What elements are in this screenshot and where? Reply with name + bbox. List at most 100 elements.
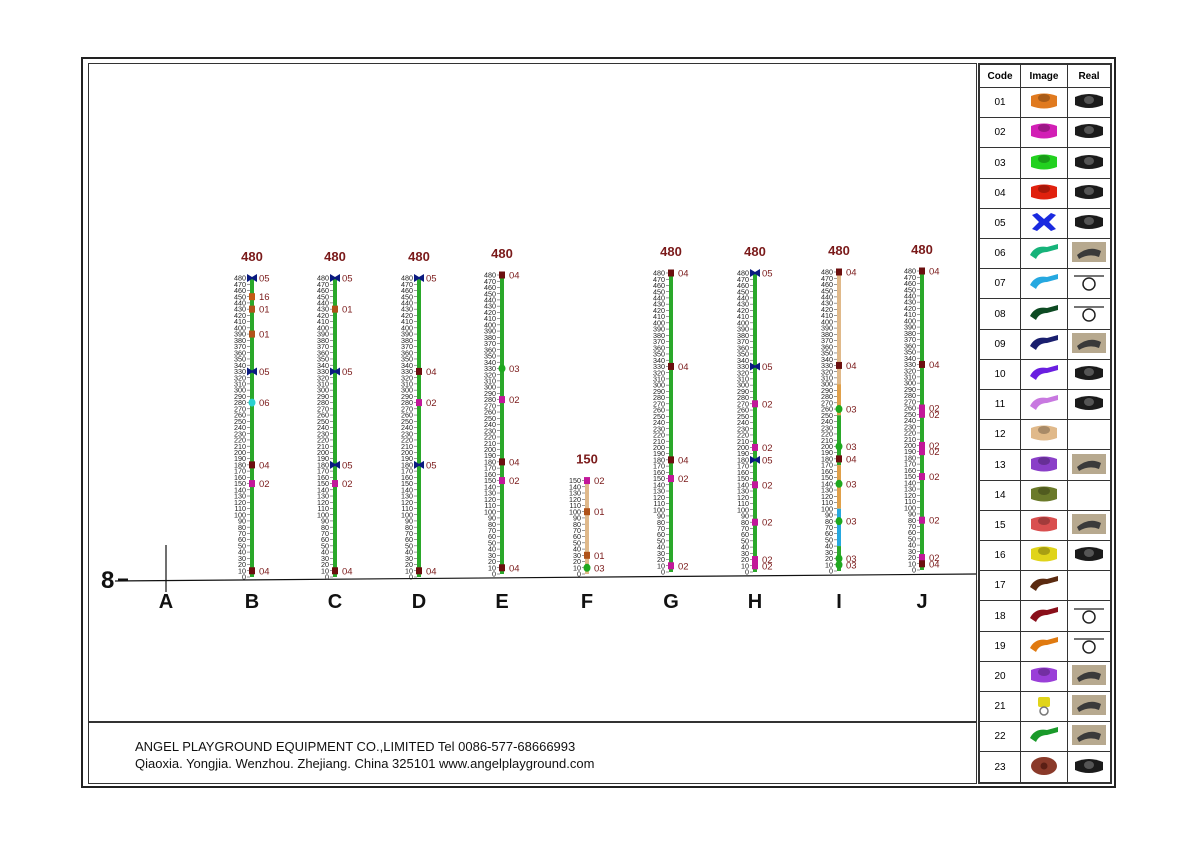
- fitting-code-label: 01: [594, 551, 605, 562]
- fitting-code-label: 04: [509, 271, 520, 282]
- fitting-legend: Code Image Real 01 02 03 04 05 06 07 08 09 10 11 12…: [978, 63, 1112, 784]
- post-tick-label: 90: [825, 511, 833, 520]
- company-line: ANGEL PLAYGROUND EQUIPMENT CO.,LIMITED T…: [135, 739, 576, 754]
- post-h: [753, 273, 757, 572]
- post-tick-label: 80: [238, 523, 246, 532]
- post-tick-label: 270: [401, 404, 413, 413]
- legend-code: 22: [979, 721, 1021, 753]
- fitting-code-label: 02: [509, 476, 520, 487]
- fitting-marker: [919, 448, 925, 456]
- post-tick-label: 240: [484, 420, 496, 429]
- real-photo-icon: [1067, 691, 1111, 723]
- post-segment: [837, 272, 841, 385]
- fitting-marker: [584, 551, 590, 559]
- post-tick-label: 380: [904, 329, 916, 338]
- post-d: [417, 278, 421, 577]
- post-tick-label: 210: [317, 442, 329, 451]
- post-tick-label: 100: [401, 510, 413, 519]
- legend-header: Code Image Real: [979, 64, 1111, 88]
- post-tick-label: 480: [737, 269, 749, 278]
- post-tick-label: 310: [737, 374, 749, 383]
- post-tick-label: 230: [234, 429, 246, 438]
- fitting-marker: [668, 456, 674, 464]
- post-tick-label: 400: [234, 323, 246, 332]
- post-tick-label: 210: [484, 439, 496, 448]
- post-tick-label: 260: [317, 411, 329, 420]
- fitting-marker: [247, 367, 257, 376]
- post-tick-label: 280: [317, 398, 329, 407]
- post-tick-label: 180: [317, 460, 329, 469]
- real-photo-icon: [1067, 479, 1111, 511]
- post-tick-label: 170: [401, 467, 413, 476]
- fitting-image-icon: [1020, 721, 1068, 753]
- fitting-code-label: 02: [929, 516, 940, 527]
- post-tick-label: 130: [317, 492, 329, 501]
- post-tick-label: 460: [904, 279, 916, 288]
- fitting-marker: [249, 293, 255, 301]
- post-tick-label: 180: [234, 460, 246, 469]
- post-tick-label: 220: [234, 436, 246, 445]
- post-tick-label: 430: [653, 300, 665, 309]
- post-tick-label: 270: [904, 397, 916, 406]
- post-tick-label: 460: [484, 283, 496, 292]
- legend-code: 06: [979, 238, 1021, 270]
- post-tick-label: 300: [821, 380, 833, 389]
- fitting-code-label: 05: [762, 362, 773, 373]
- real-photo-icon: [1067, 268, 1111, 300]
- post-letter-f: F: [581, 591, 593, 613]
- post-tick-label: 170: [317, 467, 329, 476]
- legend-row: 16: [979, 540, 1111, 572]
- post-tick-label: 270: [737, 399, 749, 408]
- post-tick-label: 10: [741, 561, 749, 570]
- post-tick-label: 120: [317, 498, 329, 507]
- fitting-code-label: 05: [426, 274, 437, 285]
- ground-marker-label: 8: [101, 567, 114, 594]
- post-tick-label: 300: [737, 381, 749, 390]
- fitting-marker: [249, 305, 255, 313]
- post-tick-label: 450: [737, 287, 749, 296]
- legend-row: 04: [979, 177, 1111, 209]
- fitting-image-icon: [1020, 691, 1068, 723]
- legend-code: 12: [979, 419, 1021, 451]
- fitting-code-label: 03: [509, 364, 520, 375]
- post-tick-label: 310: [821, 373, 833, 382]
- fitting-code-label: 02: [929, 441, 940, 452]
- legend-body: 01 02 03 04 05 06 07 08 09 10 11 12 13 14 15 16 17 18 19 20…: [979, 86, 1111, 783]
- post-tick-label: 250: [737, 412, 749, 421]
- post-height-label: 480: [324, 249, 346, 264]
- post-tick-label: 280: [653, 393, 665, 402]
- post-tick-label: 90: [741, 512, 749, 521]
- post-tick-label: 370: [653, 337, 665, 346]
- fitting-code-label: 02: [509, 395, 520, 406]
- post-tick-label: 380: [317, 336, 329, 345]
- fitting-marker: [836, 361, 842, 369]
- post-tick-label: 300: [904, 379, 916, 388]
- fitting-marker: [332, 480, 338, 488]
- fitting-code-label: 04: [426, 367, 437, 378]
- post-tick-label: 10: [573, 563, 581, 572]
- post-letter-g: G: [663, 591, 679, 613]
- fitting-code-label: 05: [762, 269, 773, 280]
- post-tick-label: 360: [653, 343, 665, 352]
- fitting-marker: [750, 362, 760, 371]
- post-tick-label: 130: [904, 485, 916, 494]
- legend-row: 15: [979, 509, 1111, 542]
- fitting-image-icon: [1020, 630, 1068, 662]
- post-tick-label: 440: [737, 294, 749, 303]
- post-tick-label: 360: [904, 341, 916, 350]
- post-tick-label: 150: [904, 472, 916, 481]
- fitting-image-icon: [1020, 479, 1068, 511]
- post-tick-label: 260: [484, 408, 496, 417]
- legend-row: 21: [979, 691, 1111, 723]
- post-tick-label: 390: [821, 324, 833, 333]
- post-tick-label: 420: [317, 311, 329, 320]
- post-tick-label: 450: [317, 292, 329, 301]
- post-tick-label: 480: [317, 274, 329, 283]
- post-tick-label: 380: [653, 331, 665, 340]
- post-tick-label: 290: [653, 387, 665, 396]
- post-tick-label: 240: [234, 423, 246, 432]
- post-segment: [837, 415, 841, 466]
- post-tick-label: 350: [401, 355, 413, 364]
- post-tick-label: 0: [829, 567, 833, 576]
- post-tick-label: 480: [653, 269, 665, 278]
